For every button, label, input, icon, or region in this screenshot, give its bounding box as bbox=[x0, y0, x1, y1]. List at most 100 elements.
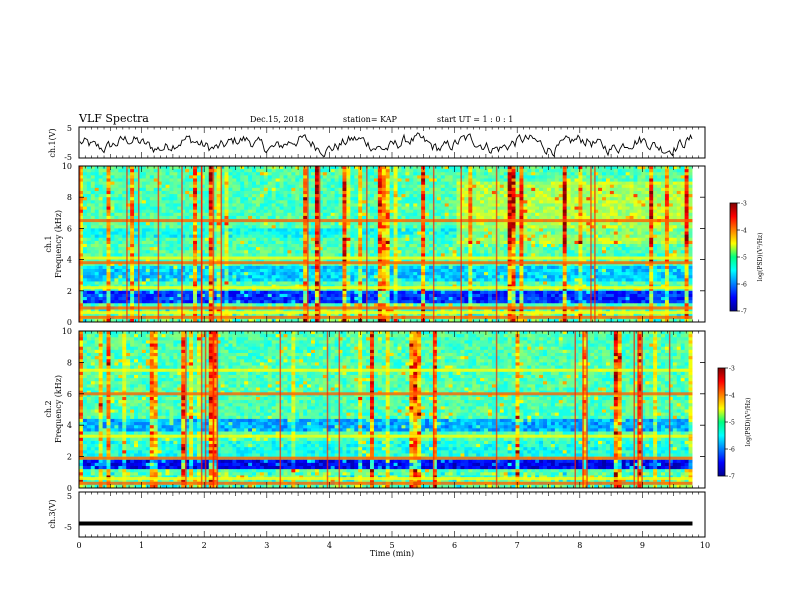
spectrogram-cell bbox=[236, 203, 241, 207]
spectrogram-cell bbox=[122, 234, 127, 239]
spectrogram-cell bbox=[637, 215, 642, 220]
spectrogram-cell bbox=[283, 194, 288, 198]
spectrogram-cell bbox=[122, 175, 127, 179]
spectrogram-cell bbox=[248, 212, 253, 217]
spectrogram-cell bbox=[228, 200, 233, 204]
spectrogram-cell bbox=[476, 244, 481, 248]
spectrogram-cell bbox=[377, 237, 383, 242]
spectrogram-cell bbox=[495, 215, 501, 220]
spectrogram-cell bbox=[252, 181, 257, 186]
spectrogram-cell bbox=[204, 228, 210, 232]
spectrogram-cell bbox=[621, 262, 627, 267]
spectrogram-cell bbox=[625, 178, 630, 182]
spectrogram-cell bbox=[98, 222, 103, 226]
spectrogram-cell bbox=[236, 240, 241, 245]
spectrogram-cell bbox=[511, 215, 516, 220]
spectrogram-cell bbox=[661, 178, 666, 182]
spectrogram-cell bbox=[602, 169, 607, 173]
spectrogram-cell bbox=[283, 244, 288, 248]
spectrogram-cell bbox=[279, 237, 284, 242]
spectrogram-cell bbox=[456, 178, 461, 182]
spectrogram-cell bbox=[637, 169, 642, 173]
spectrogram-cell bbox=[464, 169, 469, 173]
spectrogram-cell bbox=[330, 247, 336, 251]
spectrogram-cell bbox=[145, 253, 151, 257]
spectrogram-cell bbox=[625, 250, 630, 254]
spectrogram-cell bbox=[157, 194, 162, 198]
spectrogram-cell bbox=[440, 222, 446, 226]
spectrogram-cell bbox=[511, 240, 516, 245]
spectrogram-cell bbox=[436, 253, 442, 257]
spectrogram-cell bbox=[594, 184, 599, 189]
spectrogram-cell bbox=[208, 262, 214, 267]
spectrogram-cell bbox=[314, 206, 320, 211]
spectrogram-cell bbox=[118, 203, 123, 207]
spectrogram-cell bbox=[228, 178, 233, 182]
spectrogram-cell bbox=[456, 240, 461, 245]
spectrogram-cell bbox=[668, 190, 674, 195]
spectrogram-cell bbox=[204, 181, 210, 186]
spectrogram-cell bbox=[350, 215, 355, 220]
spectrogram-cell bbox=[193, 169, 198, 173]
spectrogram-cell bbox=[126, 194, 131, 198]
spectrogram-cell bbox=[633, 240, 638, 245]
spectrogram-cell bbox=[224, 234, 229, 239]
spectrogram-cell bbox=[137, 253, 143, 257]
spectrogram-cell bbox=[558, 187, 564, 192]
spectrogram-cell bbox=[244, 212, 249, 217]
spectrogram-cell bbox=[641, 190, 646, 195]
spectrogram-cell bbox=[377, 222, 383, 226]
spectrogram-cell bbox=[145, 172, 151, 176]
spectrogram-cell bbox=[543, 203, 548, 207]
spectrogram-cell bbox=[299, 222, 304, 226]
spectrogram-cell bbox=[425, 225, 430, 229]
spectrogram-cell bbox=[326, 169, 332, 173]
spectrogram-cell bbox=[326, 234, 332, 239]
spectrogram-cell bbox=[531, 244, 536, 248]
spectrogram-cell bbox=[554, 247, 560, 251]
spectrogram-cell bbox=[255, 262, 261, 267]
spectrogram-cell bbox=[295, 181, 300, 186]
spectrogram-cell bbox=[130, 178, 135, 182]
spectrogram-cell bbox=[318, 262, 324, 267]
spectrogram-cell bbox=[688, 240, 693, 245]
spectrogram-cell bbox=[653, 225, 658, 229]
spectrogram-cell bbox=[157, 166, 162, 170]
spectrogram-cell bbox=[114, 209, 119, 214]
spectrogram-cell bbox=[389, 194, 394, 198]
spectrogram-cell bbox=[448, 203, 453, 207]
spectrogram-cell bbox=[362, 209, 367, 214]
spectrogram-cell bbox=[499, 206, 505, 211]
spectrogram-cell bbox=[633, 234, 638, 239]
spectrogram-cell bbox=[668, 184, 674, 189]
spectrogram-cell bbox=[134, 187, 139, 192]
spectrogram-cell bbox=[405, 212, 410, 217]
spectrogram-cell bbox=[531, 240, 536, 245]
spectrogram-cell bbox=[613, 231, 619, 236]
spectrogram-cell bbox=[130, 253, 135, 257]
spectrogram-cell bbox=[193, 187, 198, 192]
spectrogram-cell bbox=[244, 228, 249, 232]
spectrogram-cell bbox=[574, 262, 579, 267]
spectrogram-cell bbox=[342, 250, 347, 254]
spectrogram-cell bbox=[637, 187, 642, 192]
spectrogram-cell bbox=[275, 250, 280, 254]
spectrogram-cell bbox=[503, 169, 509, 173]
spectrogram-cell bbox=[224, 178, 229, 182]
spectrogram-cell bbox=[334, 172, 339, 176]
spectrogram-cell bbox=[350, 228, 355, 232]
spectrogram-cell bbox=[366, 209, 371, 214]
spectrogram-cell bbox=[114, 203, 119, 207]
spectrogram-cell bbox=[487, 225, 493, 229]
spectrogram-cell bbox=[609, 247, 615, 251]
spectrogram-cell bbox=[287, 181, 292, 186]
spectrogram-cell bbox=[79, 187, 84, 192]
spectrogram-cell bbox=[499, 187, 505, 192]
spectrogram-cell bbox=[177, 225, 182, 229]
spectrogram-cell bbox=[609, 215, 615, 220]
spectrogram-cell bbox=[629, 197, 634, 201]
spectrogram-cell bbox=[232, 231, 237, 236]
spectrogram-cell bbox=[617, 247, 623, 251]
spectrogram-cell bbox=[385, 244, 391, 248]
spectrogram-cell bbox=[275, 231, 280, 236]
